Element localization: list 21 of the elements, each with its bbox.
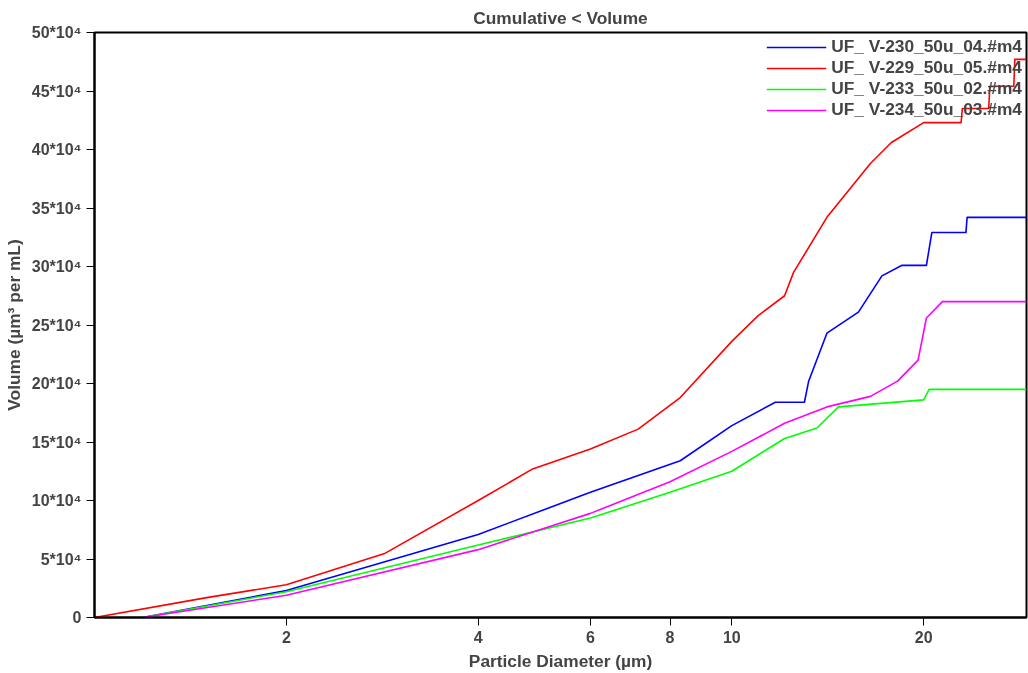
y-tick-label: 40*10⁴ bbox=[31, 141, 82, 158]
legend-label: UF_ V-230_50u_04.#m4 bbox=[831, 36, 1022, 57]
x-tick-label: 6 bbox=[585, 628, 595, 646]
x-tick-label: 8 bbox=[665, 628, 675, 646]
y-tick-label: 5*10⁴ bbox=[40, 550, 82, 568]
x-tick-label: 2 bbox=[281, 628, 291, 646]
x-tick-label: 4 bbox=[473, 628, 483, 646]
x-tick-label: 20 bbox=[914, 628, 933, 646]
y-tick-label: 30*10⁴ bbox=[31, 258, 82, 275]
y-tick-label: 45*10⁴ bbox=[31, 82, 82, 100]
y-tick-label: 0 bbox=[72, 609, 82, 626]
y-axis-title: Volume (µm³ per mL) bbox=[3, 239, 24, 411]
x-axis-title: Particle Diameter (µm) bbox=[468, 650, 653, 671]
x-tick-label: 10 bbox=[722, 628, 741, 646]
y-tick-label: 25*10⁴ bbox=[31, 316, 82, 334]
y-tick-label: 15*10⁴ bbox=[31, 433, 82, 451]
y-tick-label: 50*10⁴ bbox=[31, 24, 82, 41]
y-tick-label: 20*10⁴ bbox=[31, 375, 82, 392]
y-tick-label: 10*10⁴ bbox=[31, 492, 82, 509]
y-tick-label: 35*10⁴ bbox=[31, 199, 82, 217]
chart-title: Cumulative < Volume bbox=[473, 7, 649, 28]
